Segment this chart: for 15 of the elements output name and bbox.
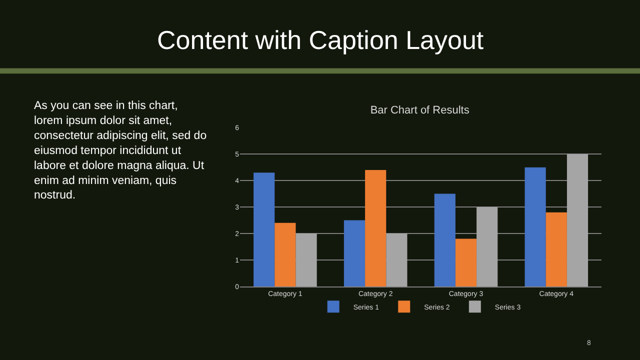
bar	[296, 234, 317, 286]
bar	[455, 238, 477, 286]
text: Content with Caption Layout	[157, 25, 484, 55]
bar	[566, 154, 588, 286]
bar	[254, 172, 275, 286]
bar	[386, 234, 408, 286]
bar	[546, 212, 567, 286]
bar	[476, 207, 498, 286]
bar	[524, 167, 546, 286]
bar	[274, 222, 296, 286]
chart-title: Bar Chart of Results	[370, 104, 470, 117]
bar	[344, 220, 366, 286]
text: As you can see in this chart, lorem ipsum dolor sit amet, consectetur adipiscing elit, sed do eiusmod tempor incididunt ut labore et dolore magna aliqua. Ut enim ad minim veniam, quis nostrud.	[34, 100, 207, 202]
bar	[434, 194, 456, 286]
bar	[365, 170, 386, 286]
